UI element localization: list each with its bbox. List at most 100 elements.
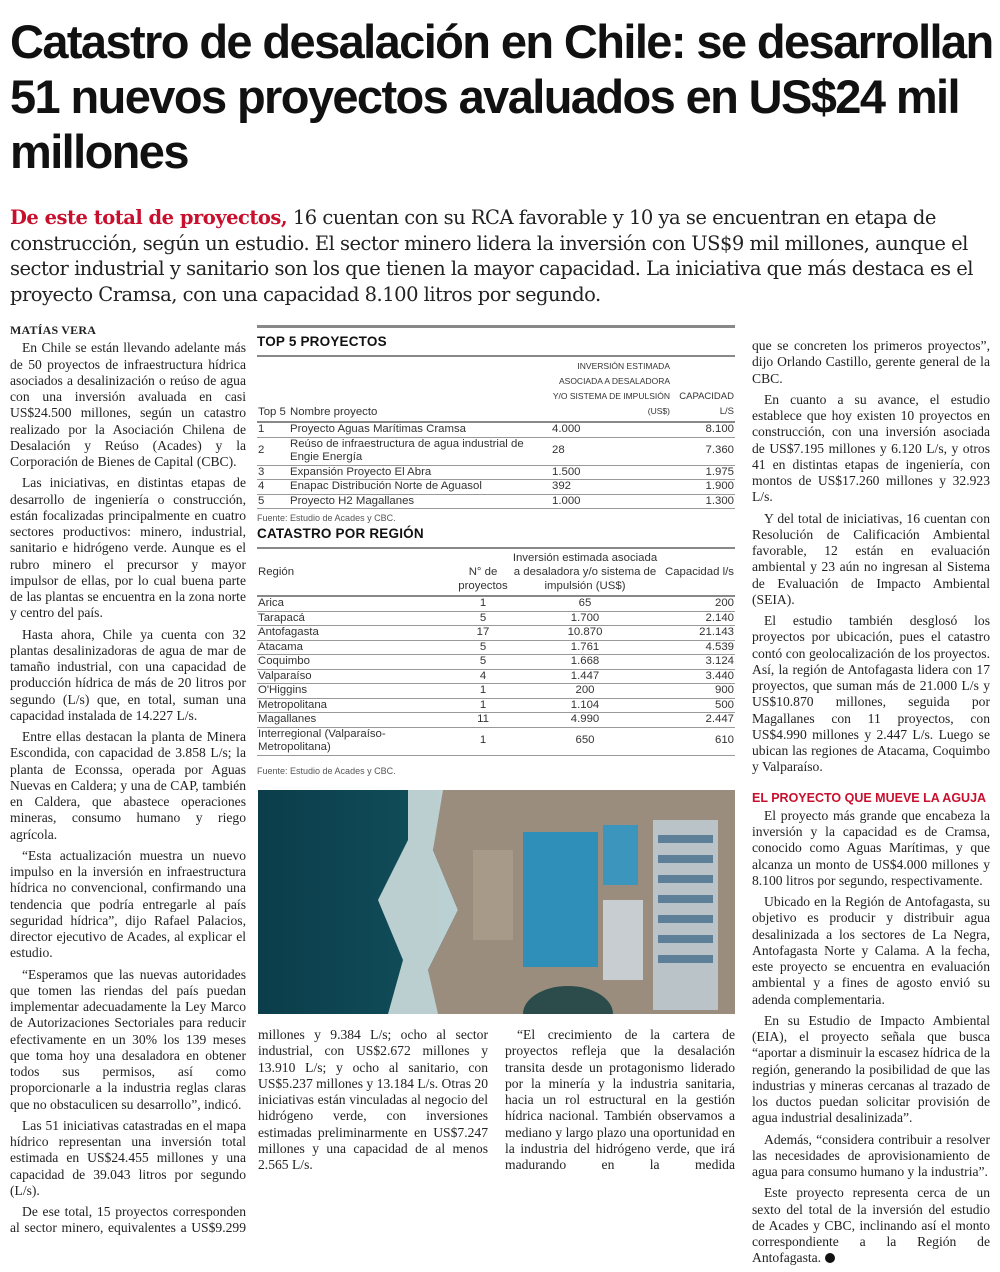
table-cell: Antofagasta (257, 625, 457, 641)
paragraph: Además, “considera contribuir a resolver… (752, 1131, 990, 1180)
table-cell: 1.447 (509, 669, 661, 684)
table-cell: 1 (457, 683, 509, 699)
table-cell: 3.440 (661, 669, 735, 684)
top5-table-block: TOP 5 PROYECTOS Top 5 Nombre proyecto In… (257, 325, 735, 523)
table-cell: Valparaíso (257, 669, 457, 684)
table-cell: 200 (661, 596, 735, 612)
paragraph: millones y 9.384 L/s; ocho al sector ind… (258, 1027, 488, 1172)
table-cell: 1 (457, 727, 509, 756)
photo-illustration (258, 790, 735, 1014)
headline: Catastro de desalación en Chile: se desa… (10, 15, 994, 178)
table-cell: 10.870 (509, 625, 661, 641)
paragraph: Este proyecto representa cerca de un sex… (752, 1185, 990, 1266)
region-table: Región N° de proyectos Inversión estimad… (257, 547, 735, 756)
table-cell: 200 (509, 683, 661, 699)
deck: De este total de proyectos, 16 cuentan c… (10, 205, 990, 307)
middle-right-column: “El crecimiento de la cartera de proyect… (505, 1027, 735, 1178)
table-cell: 3.124 (661, 654, 735, 670)
deck-lead: De este total de proyectos, (10, 206, 288, 229)
region-header-capacity: Capacidad l/s (661, 547, 735, 597)
left-column: MATÍAS VERA En Chile se están llevando a… (10, 322, 246, 1242)
table-cell: 1.104 (509, 698, 661, 713)
region-table-block: CATASTRO POR REGIÓN Región N° de proyect… (257, 520, 735, 776)
paragraph-text: Este proyecto representa cerca de un sex… (752, 1185, 990, 1266)
table-cell: 28 (551, 437, 671, 466)
table-cell: O'Higgins (257, 683, 457, 699)
paragraph: El estudio también desglosó los proyecto… (752, 613, 990, 775)
paragraph: “Esta actualización muestra un nuevo imp… (10, 847, 246, 961)
top5-header-investment: Inversión estimada asociada a desaladora… (551, 355, 671, 423)
table-cell: 1.975 (671, 465, 735, 480)
table-cell: 4 (257, 479, 289, 495)
paragraph: En su Estudio de Impacto Ambiental (EIA)… (752, 1012, 990, 1126)
table-cell: 4.539 (661, 640, 735, 655)
table-cell: 3 (257, 465, 289, 480)
table-cell: 1.500 (551, 465, 671, 480)
subhead: EL PROYECTO QUE MUEVE LA AGUJA (752, 790, 987, 805)
table-cell: Enapac Distribución Norte de Aguasol (289, 479, 551, 495)
table-cell: 8.100 (671, 422, 735, 438)
table-cell: Metropolitana (257, 698, 457, 713)
table-row: Atacama 5 1.761 4.539 (257, 640, 735, 655)
paragraph: Las 51 iniciativas catastradas en el map… (10, 1117, 246, 1198)
table-cell: 5 (257, 494, 289, 509)
paragraph: que se concreten los primeros proyectos”… (752, 338, 990, 386)
table-cell: Proyecto H2 Magallanes (289, 494, 551, 509)
table-cell: 500 (661, 698, 735, 713)
table-cell: 17 (457, 625, 509, 641)
table-cell: 2 (257, 437, 289, 466)
table-cell: Reúso de infraestructura de agua industr… (289, 437, 551, 466)
top5-header-name: Nombre proyecto (289, 355, 551, 423)
table-row: Arica 1 65 200 (257, 596, 735, 612)
table-cell: 5 (457, 654, 509, 670)
table-cell: 900 (661, 683, 735, 699)
paragraph: “Esperamos que las nuevas autoridades qu… (10, 966, 246, 1112)
region-header-investment: Inversión estimada asociada a desaladora… (509, 547, 661, 597)
table-cell: 4.000 (551, 422, 671, 438)
table-row: Valparaíso 4 1.447 3.440 (257, 669, 735, 684)
region-title: CATASTRO POR REGIÓN (257, 526, 424, 541)
table-row: 3 Expansión Proyecto El Abra 1.500 1.975 (257, 465, 735, 480)
paragraph: “El crecimiento de la cartera de proyect… (505, 1027, 735, 1172)
table-row: Tarapacá 5 1.700 2.140 (257, 611, 735, 626)
desalination-plant-aerial-photo (258, 790, 735, 1014)
table-cell: 1.300 (671, 494, 735, 509)
region-header-count: N° de proyectos (457, 547, 509, 597)
table-cell: 5 (457, 640, 509, 655)
table-cell: Interregional (Valparaíso- Metropolitana… (257, 727, 457, 756)
paragraph: Entre ellas destacan la planta de Minera… (10, 729, 246, 842)
table-cell: 4 (457, 669, 509, 684)
table-cell: 2.447 (661, 712, 735, 728)
top5-title: TOP 5 PROYECTOS (257, 325, 735, 355)
table-cell: 21.143 (661, 625, 735, 641)
table-row: Coquimbo 5 1.668 3.124 (257, 654, 735, 670)
table-row: Interregional (Valparaíso- Metropolitana… (257, 727, 735, 756)
region-source: Fuente: Estudio de Acades y CBC. (257, 765, 396, 776)
table-cell: Atacama (257, 640, 457, 655)
paragraph: De ese total, 15 proyectos corresponden … (10, 1204, 246, 1236)
table-cell: 1.668 (509, 654, 661, 670)
table-row: 5 Proyecto H2 Magallanes 1.000 1.300 (257, 494, 735, 509)
middle-left-column: millones y 9.384 L/s; ocho al sector ind… (258, 1027, 488, 1178)
table-cell: 1.700 (509, 611, 661, 626)
table-cell: 4.990 (509, 712, 661, 728)
top5-header-capacity: Capacidad l/s (671, 355, 735, 423)
table-row: Antofagasta 17 10.870 21.143 (257, 625, 735, 641)
table-cell: 1 (457, 698, 509, 713)
table-cell: 1.000 (551, 494, 671, 509)
table-cell: Tarapacá (257, 611, 457, 626)
table-row: 1 Proyecto Aguas Marítimas Cramsa 4.000 8.1… (257, 422, 735, 438)
paragraph: Las iniciativas, en distintas etapas de … (10, 475, 246, 621)
table-cell: 650 (509, 727, 661, 756)
paragraph: Hasta ahora, Chile ya cuenta con 32 plan… (10, 626, 246, 723)
table-cell: 1 (457, 596, 509, 612)
deck-text: 16 cuentan con su RCA favorable y 10 ya … (10, 206, 974, 306)
paragraph: En cuanto a su avance, el estudio establ… (752, 391, 990, 505)
end-of-article-icon (825, 1253, 836, 1264)
table-row: 4 Enapac Distribución Norte de Aguasol 392… (257, 479, 735, 495)
paragraph: Ubicado en la Región de Antofagasta, su … (752, 894, 990, 1007)
table-cell: 1 (257, 422, 289, 438)
table-row: Magallanes 11 4.990 2.447 (257, 712, 735, 728)
region-header-region: Región (257, 547, 457, 597)
table-cell: 65 (509, 596, 661, 612)
